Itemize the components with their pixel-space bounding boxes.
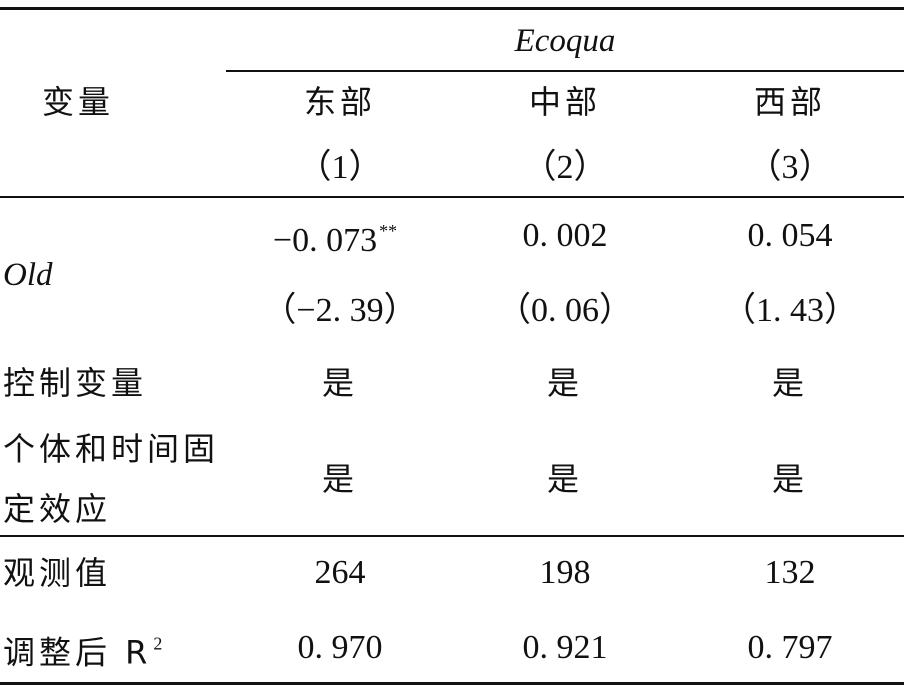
column-index-1: （1） — [297, 149, 383, 186]
adj-r2-central: 0. 921 — [522, 629, 608, 666]
controls-east: 是 — [321, 364, 359, 402]
adj-r2-west: 0. 797 — [747, 629, 833, 666]
adj-r2-east: 0. 970 — [297, 629, 383, 666]
body-separator-rule — [0, 535, 904, 537]
row-label-old: Old — [3, 257, 53, 293]
dependent-variable-rule — [226, 70, 904, 72]
coef-central: 0. 002 — [522, 217, 608, 254]
column-index-3: （3） — [747, 149, 833, 186]
column-header-central: 中部 — [528, 83, 602, 121]
row-label-fixed-effects-line1: 个体和时间固 — [3, 430, 220, 468]
fixed-effects-east: 是 — [321, 460, 359, 498]
observations-east: 264 — [314, 554, 366, 591]
row-label-header: 变量 — [41, 83, 115, 121]
top-rule — [0, 7, 904, 10]
tstat-west: （1. 43） — [722, 292, 858, 329]
fixed-effects-central: 是 — [546, 460, 584, 498]
bottom-rule — [0, 682, 904, 685]
row-label-controls: 控制变量 — [3, 364, 148, 402]
observations-central: 198 — [539, 554, 591, 591]
row-label-observations: 观测值 — [3, 554, 112, 592]
coef-east-significance: ** — [379, 221, 398, 241]
dependent-variable-label: Ecoqua — [514, 23, 616, 59]
column-index-2: （2） — [522, 149, 608, 186]
observations-west: 132 — [764, 554, 816, 591]
coef-east-value: −0. 073 — [272, 222, 378, 259]
tstat-central: （0. 06） — [497, 292, 633, 329]
controls-central: 是 — [546, 364, 584, 402]
tstat-east: （−2. 39） — [262, 292, 418, 329]
column-header-west: 西部 — [753, 83, 827, 121]
header-bottom-rule — [0, 196, 904, 198]
fixed-effects-west: 是 — [771, 460, 809, 498]
controls-west: 是 — [771, 364, 809, 402]
coef-east: −0. 073 ** — [273, 211, 397, 261]
coef-west: 0. 054 — [747, 217, 833, 254]
adj-r2-superscript: 2 — [153, 633, 163, 654]
row-label-fixed-effects-line2: 定效应 — [3, 490, 112, 528]
adj-r2-label-text: 调整后 R — [3, 633, 152, 672]
column-header-east: 东部 — [303, 83, 377, 121]
